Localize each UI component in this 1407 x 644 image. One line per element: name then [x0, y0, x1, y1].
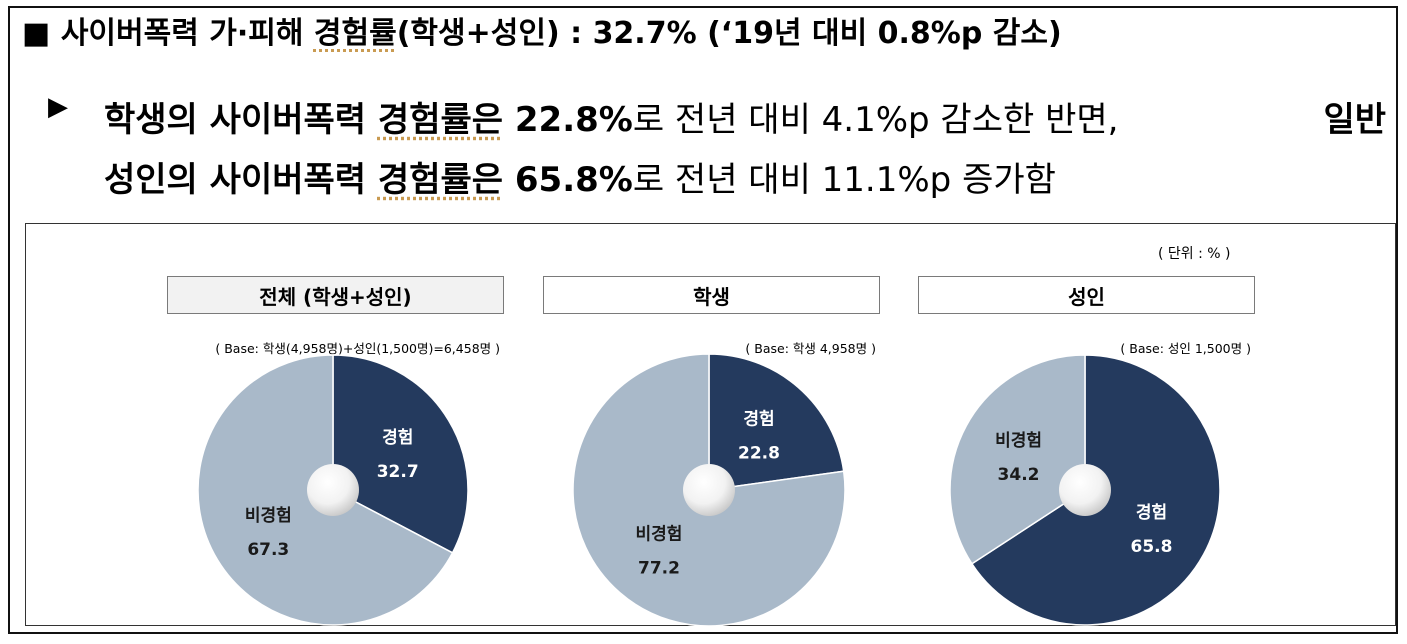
- summary-paragraph: 학생의 사이버폭력 경험률은 22.8%로 전년 대비 4.1%p 감소한 반면…: [104, 90, 1386, 210]
- pie-label-student-not-experienced: 비경험: [636, 523, 683, 544]
- base-note-adult: ( Base: 성인 1,500명 ): [1120, 341, 1251, 356]
- summary-seg1-rest: 로 전년 대비 4.1%p 감소한 반면,: [632, 100, 1119, 140]
- summary-seg2-bold-b: 성인의 사이버폭력: [104, 160, 378, 200]
- summary-seg2-rest: 로 전년 대비 11.1%p 증가함: [632, 160, 1056, 200]
- summary-seg2-bold-a: 일반: [1323, 100, 1386, 140]
- pie-center-hole-adult: [1059, 464, 1111, 516]
- summary-seg2-underlined: 경험률은: [377, 160, 504, 200]
- chart-title-total: 전체 (학생+성인): [167, 276, 504, 314]
- headline-underlined: 경험률: [313, 16, 397, 51]
- summary-line-1: 학생의 사이버폭력 경험률은 22.8%로 전년 대비 4.1%p 감소한 반면…: [104, 90, 1386, 150]
- pie-label-total-not-experienced: 비경험: [245, 505, 292, 526]
- summary-seg2-number: 65.8%: [503, 160, 633, 200]
- base-note-student: ( Base: 학생 4,958명 ): [745, 341, 876, 356]
- summary-line-2: 성인의 사이버폭력 경험률은 65.8%로 전년 대비 11.1%p 증가함: [104, 150, 1386, 210]
- chart-title-adult: 성인: [918, 276, 1255, 314]
- headline: ■ 사이버폭력 가·피해 경험률(학생+성인) : 32.7% (‘19년 대비…: [22, 8, 1062, 52]
- bullet-arrow-icon: ▶: [48, 92, 68, 122]
- summary-seg1-underlined: 경험률은: [377, 100, 504, 140]
- pie-label-student-experienced: 경험: [743, 409, 774, 430]
- headline-post: (학생+성인) : 32.7% (‘19년 대비 0.8%p 감소): [396, 16, 1062, 51]
- page-frame: [8, 6, 1398, 634]
- pie-slice-total-experienced: [332, 354, 469, 554]
- pie-label-total-experienced: 경험: [382, 427, 413, 448]
- pie-value-student-experienced: 22.8: [738, 444, 780, 464]
- pie-slice-adult-not-experienced: [949, 354, 1086, 565]
- pie-slice-student-experienced: [708, 353, 845, 491]
- pie-center-hole-student: [683, 464, 735, 516]
- pie-label-adult-not-experienced: 비경험: [995, 430, 1042, 451]
- summary-seg1-number: 22.8%: [503, 100, 633, 140]
- pie-value-total-experienced: 32.7: [377, 462, 419, 482]
- base-note-total: ( Base: 학생(4,958명)+성인(1,500명)=6,458명 ): [215, 341, 500, 356]
- pie-value-student-not-experienced: 77.2: [638, 558, 680, 578]
- pie-value-total-not-experienced: 67.3: [247, 540, 289, 560]
- pie-value-adult-not-experienced: 34.2: [998, 465, 1040, 485]
- headline-marker: ■: [22, 16, 51, 51]
- pie-center-hole-total: [307, 464, 359, 516]
- summary-seg1-bold: 학생의 사이버폭력: [104, 100, 378, 140]
- chart-title-student: 학생: [543, 276, 880, 314]
- pie-value-adult-experienced: 65.8: [1130, 537, 1172, 557]
- headline-pre: 사이버폭력 가·피해: [60, 16, 314, 51]
- unit-label: ( 단위 : % ): [1158, 246, 1231, 262]
- pie-label-adult-experienced: 경험: [1136, 502, 1167, 523]
